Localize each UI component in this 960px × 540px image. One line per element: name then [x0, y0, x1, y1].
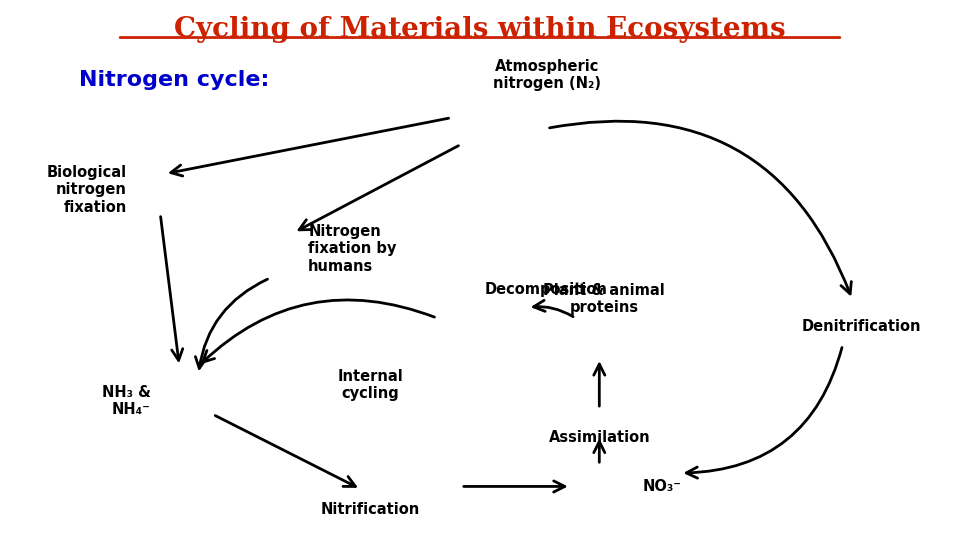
- Text: Internal
cycling: Internal cycling: [337, 369, 403, 401]
- Text: Decomposition: Decomposition: [485, 282, 608, 296]
- Text: Nitrogen cycle:: Nitrogen cycle:: [79, 70, 270, 90]
- Text: Atmospheric
nitrogen (N₂): Atmospheric nitrogen (N₂): [492, 58, 601, 91]
- Text: Nitrogen
fixation by
humans: Nitrogen fixation by humans: [308, 224, 396, 274]
- Text: Nitrification: Nitrification: [321, 503, 420, 517]
- Text: NO₃⁻: NO₃⁻: [642, 479, 682, 494]
- Text: Plant & animal
proteins: Plant & animal proteins: [543, 283, 665, 315]
- Text: Cycling of Materials within Ecosystems: Cycling of Materials within Ecosystems: [174, 16, 786, 43]
- Text: NH₃ &
NH₄⁻: NH₃ & NH₄⁻: [102, 384, 151, 417]
- Text: Denitrification: Denitrification: [802, 319, 922, 334]
- Text: Assimilation: Assimilation: [548, 430, 650, 445]
- Text: Biological
nitrogen
fixation: Biological nitrogen fixation: [47, 165, 127, 215]
